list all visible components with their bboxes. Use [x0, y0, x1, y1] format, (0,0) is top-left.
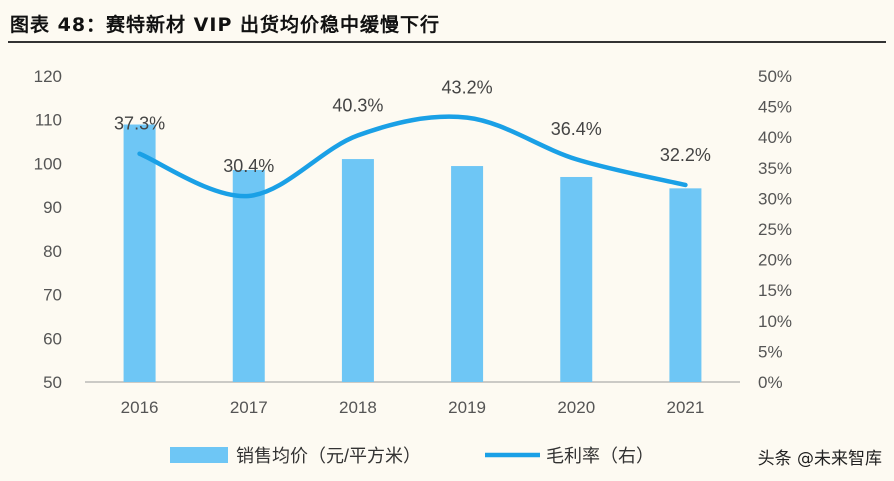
- y2-tick-label: 50%: [758, 67, 792, 86]
- data-label: 43.2%: [442, 78, 493, 98]
- figure-title: 图表 48：赛特新材 VIP 出货均价稳中缓慢下行: [10, 14, 440, 36]
- legend-bar-label: 销售均价（元/平方米）: [236, 446, 421, 466]
- y2-tick-label: 20%: [758, 251, 792, 270]
- data-label: 36.4%: [551, 119, 602, 139]
- y-tick-label: 90: [43, 198, 62, 217]
- watermark: 头条 @未来智库: [757, 449, 882, 469]
- y-tick-label: 50: [43, 373, 62, 392]
- legend-bar-swatch: [170, 447, 228, 463]
- x-tick-label: 2021: [667, 398, 705, 417]
- data-label: 40.3%: [332, 95, 383, 115]
- margin-line: [137, 114, 688, 199]
- y2-tick-label: 35%: [758, 159, 792, 178]
- y-tick-label: 70: [43, 286, 62, 305]
- bar-2019: [451, 166, 484, 382]
- y-tick-label: 100: [34, 154, 62, 173]
- y2-tick-label: 45%: [758, 98, 792, 117]
- bar-2018: [341, 159, 374, 382]
- x-tick-label: 2020: [557, 398, 595, 417]
- data-label: 32.2%: [660, 145, 711, 165]
- x-tick-label: 2016: [121, 398, 159, 417]
- legend-line-label: 毛利率（右）: [546, 446, 654, 466]
- x-tick-label: 2019: [448, 398, 486, 417]
- y2-tick-label: 0%: [758, 373, 783, 392]
- y2-tick-label: 30%: [758, 189, 792, 208]
- y2-tick-label: 5%: [758, 342, 783, 361]
- y-tick-label: 60: [43, 329, 62, 348]
- data-label: 37.3%: [114, 114, 165, 134]
- title-divider: [8, 41, 886, 43]
- y2-tick-label: 10%: [758, 312, 792, 331]
- bar-2021: [669, 188, 702, 382]
- bar-2017: [232, 169, 265, 382]
- x-tick-label: 2017: [230, 398, 268, 417]
- bar-2016: [123, 124, 156, 382]
- y-tick-label: 120: [34, 67, 62, 86]
- y-tick-label: 80: [43, 242, 62, 261]
- data-label: 30.4%: [223, 156, 274, 176]
- bar-2020: [560, 176, 593, 382]
- x-tick-label: 2018: [339, 398, 377, 417]
- y-tick-label: 110: [35, 111, 62, 130]
- y2-tick-label: 15%: [758, 281, 792, 300]
- y2-tick-label: 40%: [758, 128, 792, 147]
- y2-tick-label: 25%: [758, 220, 792, 239]
